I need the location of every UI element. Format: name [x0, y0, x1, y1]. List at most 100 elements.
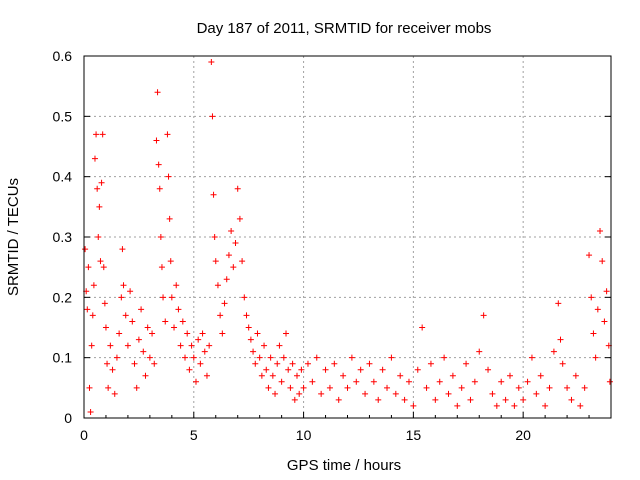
data-point	[190, 354, 197, 361]
data-point	[214, 282, 221, 289]
data-point	[90, 282, 97, 289]
data-point	[318, 390, 325, 397]
data-point	[138, 306, 145, 313]
data-point	[247, 336, 254, 343]
data-point	[171, 324, 178, 331]
data-point	[445, 390, 452, 397]
x-tick-label: 20	[515, 427, 531, 443]
data-point	[133, 384, 140, 391]
data-point	[241, 294, 248, 301]
data-point	[362, 390, 369, 397]
x-tick-label: 15	[406, 427, 422, 443]
data-point	[212, 258, 219, 265]
data-point	[274, 360, 281, 367]
data-point	[550, 348, 557, 355]
data-point	[515, 384, 522, 391]
data-point	[401, 396, 408, 403]
data-point	[93, 131, 100, 138]
data-point	[156, 185, 163, 192]
data-point	[269, 372, 276, 379]
data-point	[82, 246, 89, 253]
data-point	[208, 59, 215, 66]
data-point	[572, 372, 579, 379]
data-point	[344, 384, 351, 391]
data-point	[267, 354, 274, 361]
data-point	[493, 402, 500, 409]
data-point	[179, 318, 186, 325]
data-point	[265, 384, 272, 391]
data-points	[82, 59, 613, 415]
data-point	[502, 396, 509, 403]
data-point	[217, 312, 224, 319]
data-point	[177, 342, 184, 349]
data-point	[160, 294, 167, 301]
data-point	[155, 161, 162, 168]
data-point	[476, 348, 483, 355]
data-point	[370, 378, 377, 385]
data-point	[188, 342, 195, 349]
data-point	[326, 384, 333, 391]
data-point	[419, 324, 426, 331]
data-point	[162, 318, 169, 325]
y-tick-label: 0	[64, 410, 72, 426]
data-point	[219, 330, 226, 337]
data-point	[97, 258, 104, 265]
data-point	[590, 330, 597, 337]
y-tick-label: 0.1	[53, 350, 73, 366]
data-point	[98, 179, 105, 186]
data-point	[594, 306, 601, 313]
data-point	[432, 396, 439, 403]
data-point	[119, 246, 126, 253]
data-point	[186, 366, 193, 373]
data-point	[601, 318, 608, 325]
data-point	[427, 360, 434, 367]
data-point	[480, 312, 487, 319]
data-point	[127, 288, 134, 295]
data-point	[557, 336, 564, 343]
data-point	[577, 402, 584, 409]
data-point	[485, 366, 492, 373]
data-point	[293, 372, 300, 379]
data-point	[285, 366, 292, 373]
x-tick-label: 10	[296, 427, 312, 443]
data-point	[165, 173, 172, 180]
data-point	[296, 390, 303, 397]
data-point	[542, 402, 549, 409]
data-point	[154, 89, 161, 96]
data-point	[157, 234, 164, 240]
data-point	[348, 354, 355, 361]
data-point	[197, 360, 204, 367]
data-point	[397, 372, 404, 379]
data-point	[276, 342, 283, 349]
data-point	[168, 294, 175, 301]
data-point	[313, 354, 320, 361]
data-point	[300, 384, 307, 391]
data-point	[151, 360, 158, 367]
data-point	[88, 342, 95, 349]
data-point	[149, 330, 156, 337]
data-point	[564, 384, 571, 391]
data-point	[588, 294, 595, 301]
data-point	[263, 366, 270, 373]
data-point	[102, 324, 109, 331]
data-point	[105, 384, 112, 391]
data-point	[124, 342, 131, 349]
data-point	[135, 336, 142, 343]
data-point	[109, 366, 116, 373]
y-tick-label: 0.3	[53, 229, 73, 245]
data-point	[392, 390, 399, 397]
data-point	[86, 384, 93, 391]
y-tick-label: 0.2	[53, 289, 73, 305]
data-point	[153, 137, 160, 144]
data-point	[592, 354, 599, 361]
data-point	[353, 378, 360, 385]
data-point	[234, 185, 241, 192]
data-point	[581, 384, 588, 391]
data-point	[298, 366, 305, 373]
data-point	[131, 360, 138, 367]
data-point	[463, 360, 470, 367]
data-point	[454, 402, 461, 409]
data-point	[104, 360, 111, 367]
data-point	[192, 378, 199, 385]
